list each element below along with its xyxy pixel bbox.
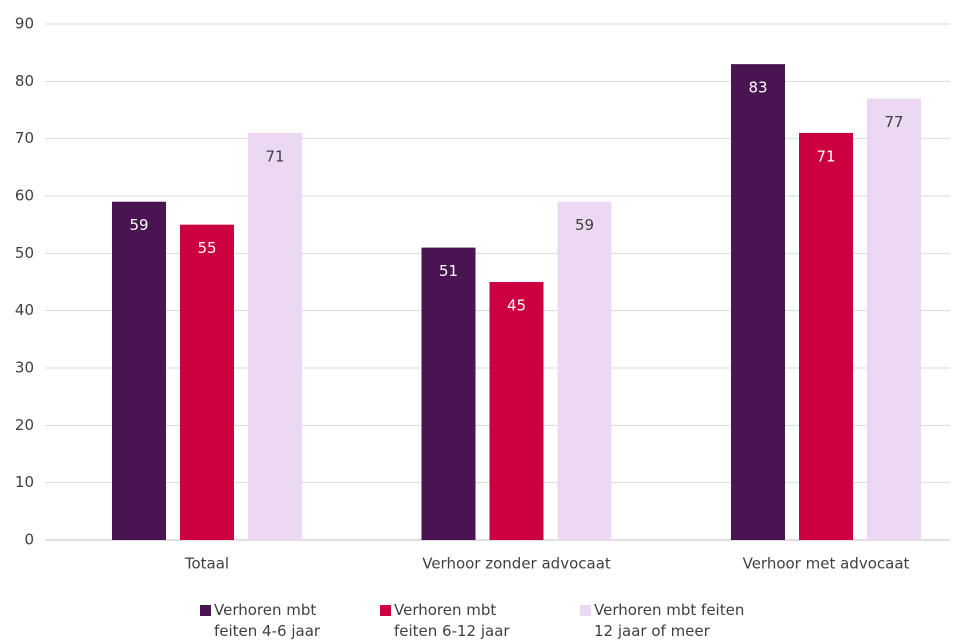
legend-label: Verhoren mbt feiten 12 jaar of meer	[594, 601, 745, 640]
bar	[248, 132, 302, 540]
bar	[421, 247, 476, 540]
y-tick-label: 30	[15, 359, 34, 377]
bar	[180, 224, 234, 540]
y-tick-label: 50	[15, 244, 34, 262]
y-tick-label: 80	[15, 72, 34, 90]
y-tick-label: 20	[15, 416, 34, 434]
y-tick-label: 90	[15, 15, 34, 33]
data-label: 59	[575, 216, 594, 234]
data-label: 51	[439, 262, 458, 280]
legend-label: Verhoren mbt feiten 4-6 jaar	[214, 601, 321, 640]
y-tick-label: 60	[15, 187, 34, 205]
y-tick-label: 10	[15, 473, 34, 491]
bar	[112, 201, 166, 540]
bar	[731, 64, 785, 540]
x-tick-label: Verhoor zonder advocaat	[422, 555, 611, 573]
bar	[489, 282, 544, 540]
data-label: 83	[748, 79, 767, 97]
bar	[867, 98, 921, 541]
legend-item: Verhoren mbt feiten 12 jaar of meer	[580, 600, 840, 642]
y-tick-label: 0	[24, 531, 34, 549]
legend-item: Verhoren mbt feiten 4-6 jaar	[200, 600, 380, 642]
data-label: 77	[884, 113, 903, 131]
y-tick-label: 40	[15, 301, 34, 319]
data-label: 45	[507, 297, 526, 315]
legend-swatch	[200, 605, 211, 616]
legend-swatch	[580, 605, 591, 616]
legend-label: Verhoren mbt feiten 6-12 jaar	[394, 601, 510, 640]
bar	[557, 201, 612, 540]
data-label: 71	[265, 147, 284, 165]
bar	[799, 132, 853, 540]
x-tick-label: Verhoor met advocaat	[743, 555, 910, 573]
y-tick-label: 70	[15, 129, 34, 147]
x-tick-label: Totaal	[184, 555, 229, 573]
data-label: 55	[197, 239, 216, 257]
legend-item: Verhoren mbt feiten 6-12 jaar	[380, 600, 580, 642]
legend-swatch	[380, 605, 391, 616]
legend: Verhoren mbt feiten 4-6 jaar Verhoren mbt…	[200, 600, 840, 642]
data-label: 71	[816, 147, 835, 165]
data-label: 59	[129, 216, 148, 234]
